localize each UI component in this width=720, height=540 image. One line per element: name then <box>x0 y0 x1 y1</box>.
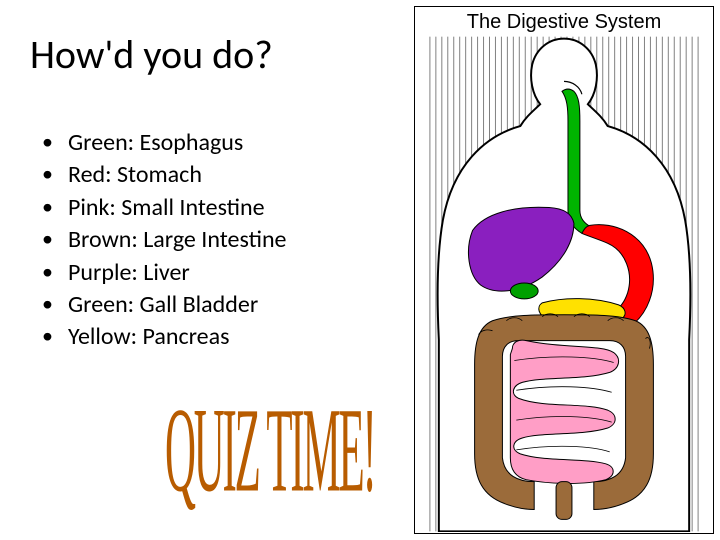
anatomy-svg <box>415 36 713 532</box>
rectum <box>556 482 572 520</box>
digestive-system-diagram: The Digestive System <box>414 6 714 534</box>
slide: How'd you do? Green: Esophagus Red: Stom… <box>0 0 720 540</box>
quiz-time-text: QUIZ TIME! <box>165 381 375 521</box>
diagram-canvas <box>415 36 713 532</box>
diagram-title: The Digestive System <box>415 7 713 36</box>
gall-bladder-organ <box>510 283 538 299</box>
